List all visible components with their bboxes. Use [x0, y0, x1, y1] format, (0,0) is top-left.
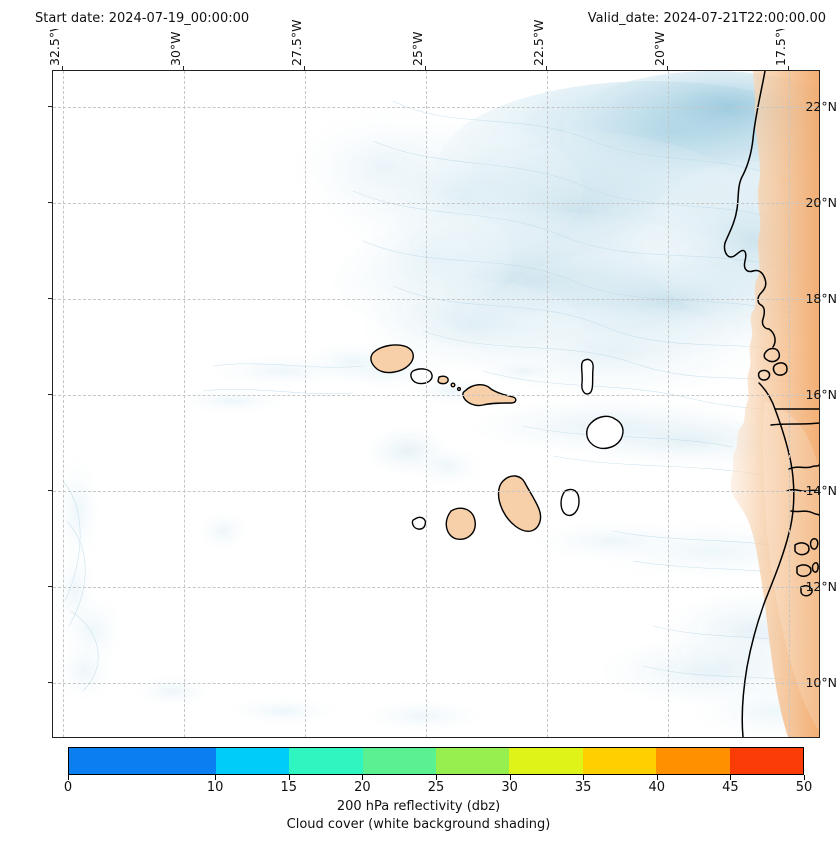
colorbar-label-20: 20	[354, 780, 371, 795]
colorbar-title: 200 hPa reflectivity (dbz) Cloud cover (…	[0, 798, 837, 833]
xtick-mark-27.5w	[304, 66, 305, 70]
ytick-mark-18n	[48, 298, 52, 299]
colorbar-label-40: 40	[648, 780, 666, 795]
colorbar-segment-20-25	[362, 748, 436, 774]
xtick-mark-25w	[425, 66, 426, 70]
colorbar-segment-45-50	[729, 748, 803, 774]
cloud-cover-shading	[55, 71, 819, 737]
colorbar-title-line2: Cloud cover (white background shading)	[286, 816, 551, 832]
gridline-lon-25w	[426, 71, 427, 737]
ytick-mark-22n	[48, 106, 52, 107]
xtick-mark-30w	[183, 66, 184, 70]
ytick-label-20n: 20°N	[805, 195, 837, 210]
colorbar-gradient	[68, 747, 804, 775]
map-graphics	[55, 71, 819, 737]
gridline-lat-14n	[53, 491, 819, 492]
gridline-lon-30w	[184, 71, 185, 737]
gridline-lat-20n	[53, 203, 819, 204]
gridline-lon-32.5w	[63, 71, 64, 737]
ytick-mark-10n	[48, 682, 52, 683]
gridline-lat-16n	[53, 395, 819, 396]
start-date-annotation: Start date: 2024-07-19_00:00:00	[30, 9, 255, 30]
colorbar-tick-25	[436, 775, 437, 780]
ytick-label-18n: 18°N	[805, 291, 837, 306]
xtick-mark-32.5w	[62, 66, 63, 70]
colorbar-tick-30	[509, 775, 511, 780]
colorbar-segment-30-35	[509, 748, 583, 774]
colorbar-segment-25-30	[435, 748, 510, 774]
colorbar-label-15: 15	[280, 780, 298, 795]
colorbar-label-45: 45	[722, 780, 739, 795]
colorbar-tick-15	[288, 775, 290, 780]
colorbar-label-10: 10	[206, 780, 224, 795]
xtick-mark-20w	[667, 66, 668, 70]
coastlines	[723, 71, 819, 737]
colorbar-tick-50	[804, 775, 805, 780]
gridline-lon-22.5w	[547, 71, 548, 737]
gridline-lat-22n	[53, 107, 819, 108]
ytick-mark-20n	[48, 202, 52, 203]
ytick-label-22n: 22°N	[805, 99, 837, 114]
gridline-lon-20w	[668, 71, 669, 737]
colorbar-tick-10	[215, 775, 217, 780]
ytick-label-10n: 10°N	[805, 675, 837, 690]
colorbar-tick-35	[583, 775, 585, 780]
xtick-mark-17.5w	[788, 66, 789, 70]
colorbar-segment-15-20	[289, 748, 363, 774]
colorbar-tick-40	[656, 775, 658, 780]
colorbar-segment-35-40	[582, 748, 657, 774]
valid-date-annotation: Valid_date: 2024-07-21T22:00:00.00	[582, 9, 831, 30]
colorbar-segment-10-15	[215, 748, 290, 774]
colorbar-title-line1: 200 hPa reflectivity (dbz)	[336, 799, 501, 814]
colorbar-label-30: 30	[501, 780, 518, 795]
colorbar-tick-20	[362, 775, 364, 780]
ytick-label-14n: 14°N	[805, 483, 837, 498]
gridline-lon-17.5w	[789, 71, 790, 737]
map-axes[interactable]	[52, 70, 820, 738]
colorbar-segment-0-10	[69, 748, 216, 774]
colorbar-tick-0	[68, 775, 69, 780]
colorbar-label-50: 50	[795, 780, 813, 795]
gridline-lat-10n	[53, 683, 819, 684]
gridline-lat-12n	[53, 587, 819, 588]
gridline-lat-18n	[53, 299, 819, 300]
colorbar-label-0: 0	[63, 780, 73, 795]
ytick-label-12n: 12°N	[805, 579, 837, 594]
gridline-lon-27.5w	[305, 71, 306, 737]
ytick-mark-14n	[48, 490, 52, 491]
ytick-mark-16n	[48, 394, 52, 395]
colorbar-segment-40-45	[656, 748, 730, 774]
map-plot-area	[53, 71, 819, 737]
ytick-mark-12n	[48, 586, 52, 587]
colorbar-label-35: 35	[574, 780, 592, 795]
colorbar-label-25: 25	[427, 780, 445, 795]
colorbar-tick-45	[730, 775, 732, 780]
ytick-label-16n: 16°N	[805, 387, 837, 402]
colorbar[interactable]: 0 10 15 20 25 30 35 40 45 50	[64, 747, 812, 795]
xtick-mark-22.5w	[546, 66, 547, 70]
